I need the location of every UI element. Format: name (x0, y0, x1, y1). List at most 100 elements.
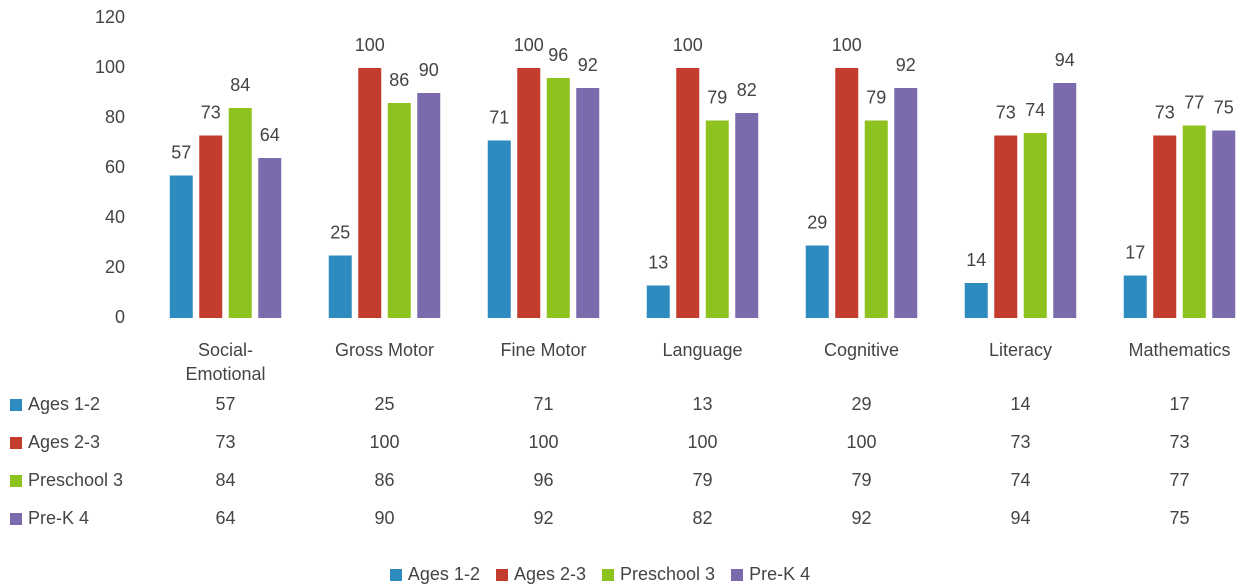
bar (994, 135, 1018, 318)
data-label: 92 (896, 55, 916, 75)
x-tick-label: Fine Motor (500, 340, 587, 360)
x-tick-label: Social-Emotional (185, 340, 266, 384)
data-label: 74 (1025, 100, 1045, 120)
bar (358, 68, 382, 318)
legend-label: Ages 1-2 (407, 564, 480, 584)
table-cell: 79 (692, 470, 713, 490)
data-label: 77 (1184, 92, 1204, 112)
y-tick-label: 120 (95, 7, 125, 27)
x-tick-label: Gross Motor (334, 340, 435, 360)
table-cell: 17 (1169, 394, 1190, 414)
data-label: 29 (807, 212, 827, 232)
table-cell: 100 (687, 432, 718, 452)
table-legend-swatch (10, 399, 22, 411)
data-label: 100 (355, 35, 385, 55)
data-label: 96 (548, 45, 568, 65)
legend-swatch (495, 568, 508, 581)
table-cell: 100 (846, 432, 877, 452)
bar (199, 135, 223, 318)
bar (805, 245, 829, 318)
data-label: 92 (578, 55, 598, 75)
table-cell: 82 (692, 508, 713, 528)
table-row-label: Ages 1-2 (28, 394, 101, 414)
bar (258, 158, 282, 318)
table-cell: 73 (215, 432, 236, 452)
table-cell: 96 (533, 470, 554, 490)
bar (387, 103, 411, 318)
data-label: 82 (737, 80, 757, 100)
data-label: 84 (230, 75, 250, 95)
data-label: 64 (260, 125, 280, 145)
bar (1023, 133, 1047, 318)
table-row-label: Ages 2-3 (28, 432, 101, 452)
bar (1153, 135, 1177, 318)
table-cell: 92 (851, 508, 872, 528)
table-cell: 73 (1010, 432, 1031, 452)
data-label: 57 (171, 142, 191, 162)
table-cell: 79 (851, 470, 872, 490)
y-tick-label: 100 (95, 57, 125, 77)
table-row-label: Pre-K 4 (28, 508, 90, 528)
bar (417, 93, 441, 318)
legend-item: Preschool 3 (602, 564, 715, 585)
data-label: 100 (673, 35, 703, 55)
legend: Ages 1-2 Ages 2-3 Preschool 3 Pre-K 4 (0, 564, 1200, 585)
data-label: 73 (201, 102, 221, 122)
bar (1053, 83, 1077, 318)
bar (169, 175, 193, 318)
bar (964, 283, 988, 318)
data-label: 75 (1214, 97, 1234, 117)
data-label: 71 (489, 107, 509, 127)
bar (1182, 125, 1206, 318)
table-cell: 57 (215, 394, 236, 414)
table-cell: 71 (533, 394, 554, 414)
table-cell: 92 (533, 508, 554, 528)
table-cell: 100 (528, 432, 559, 452)
bar (546, 78, 570, 318)
bar (735, 113, 759, 318)
data-label: 94 (1055, 50, 1075, 70)
legend-swatch (602, 568, 614, 581)
bar (676, 68, 700, 318)
data-label: 73 (1155, 102, 1175, 122)
bar (705, 120, 729, 318)
table-cell: 75 (1169, 508, 1190, 528)
legend-swatch (731, 568, 744, 581)
table-cell: 94 (1010, 508, 1031, 528)
table-legend-swatch (10, 513, 22, 525)
table-cell: 90 (374, 508, 395, 528)
bar (1212, 130, 1236, 318)
bar (894, 88, 918, 318)
data-label: 79 (707, 87, 727, 107)
y-tick-label: 0 (115, 307, 125, 327)
data-label: 100 (832, 35, 862, 55)
table-legend-swatch (10, 475, 22, 487)
data-label: 14 (966, 250, 986, 270)
bar (487, 140, 511, 318)
table-legend-swatch (10, 437, 22, 449)
data-label: 79 (866, 87, 886, 107)
y-tick-label: 80 (105, 107, 125, 127)
data-label: 90 (419, 60, 439, 80)
legend-item: Ages 2-3 (495, 564, 586, 585)
table-cell: 77 (1169, 470, 1190, 490)
data-label: 86 (389, 70, 409, 90)
bar (328, 255, 352, 318)
table-cell: 84 (215, 470, 236, 490)
bar (228, 108, 252, 318)
table-cell: 14 (1010, 394, 1031, 414)
table-cell: 73 (1169, 432, 1190, 452)
data-label: 73 (996, 102, 1016, 122)
legend-swatch (389, 568, 402, 581)
y-tick-label: 40 (105, 207, 125, 227)
legend-label: Ages 2-3 (513, 564, 586, 584)
legend-item: Pre-K 4 (731, 564, 810, 585)
bar (864, 120, 888, 318)
data-label: 100 (514, 35, 544, 55)
legend-label: Preschool 3 (620, 564, 716, 584)
legend-item: Ages 1-2 (389, 564, 480, 585)
y-tick-label: 60 (105, 157, 125, 177)
table-cell: 74 (1010, 470, 1031, 490)
table-row-label: Preschool 3 (28, 470, 124, 490)
table-cell: 13 (692, 394, 713, 414)
